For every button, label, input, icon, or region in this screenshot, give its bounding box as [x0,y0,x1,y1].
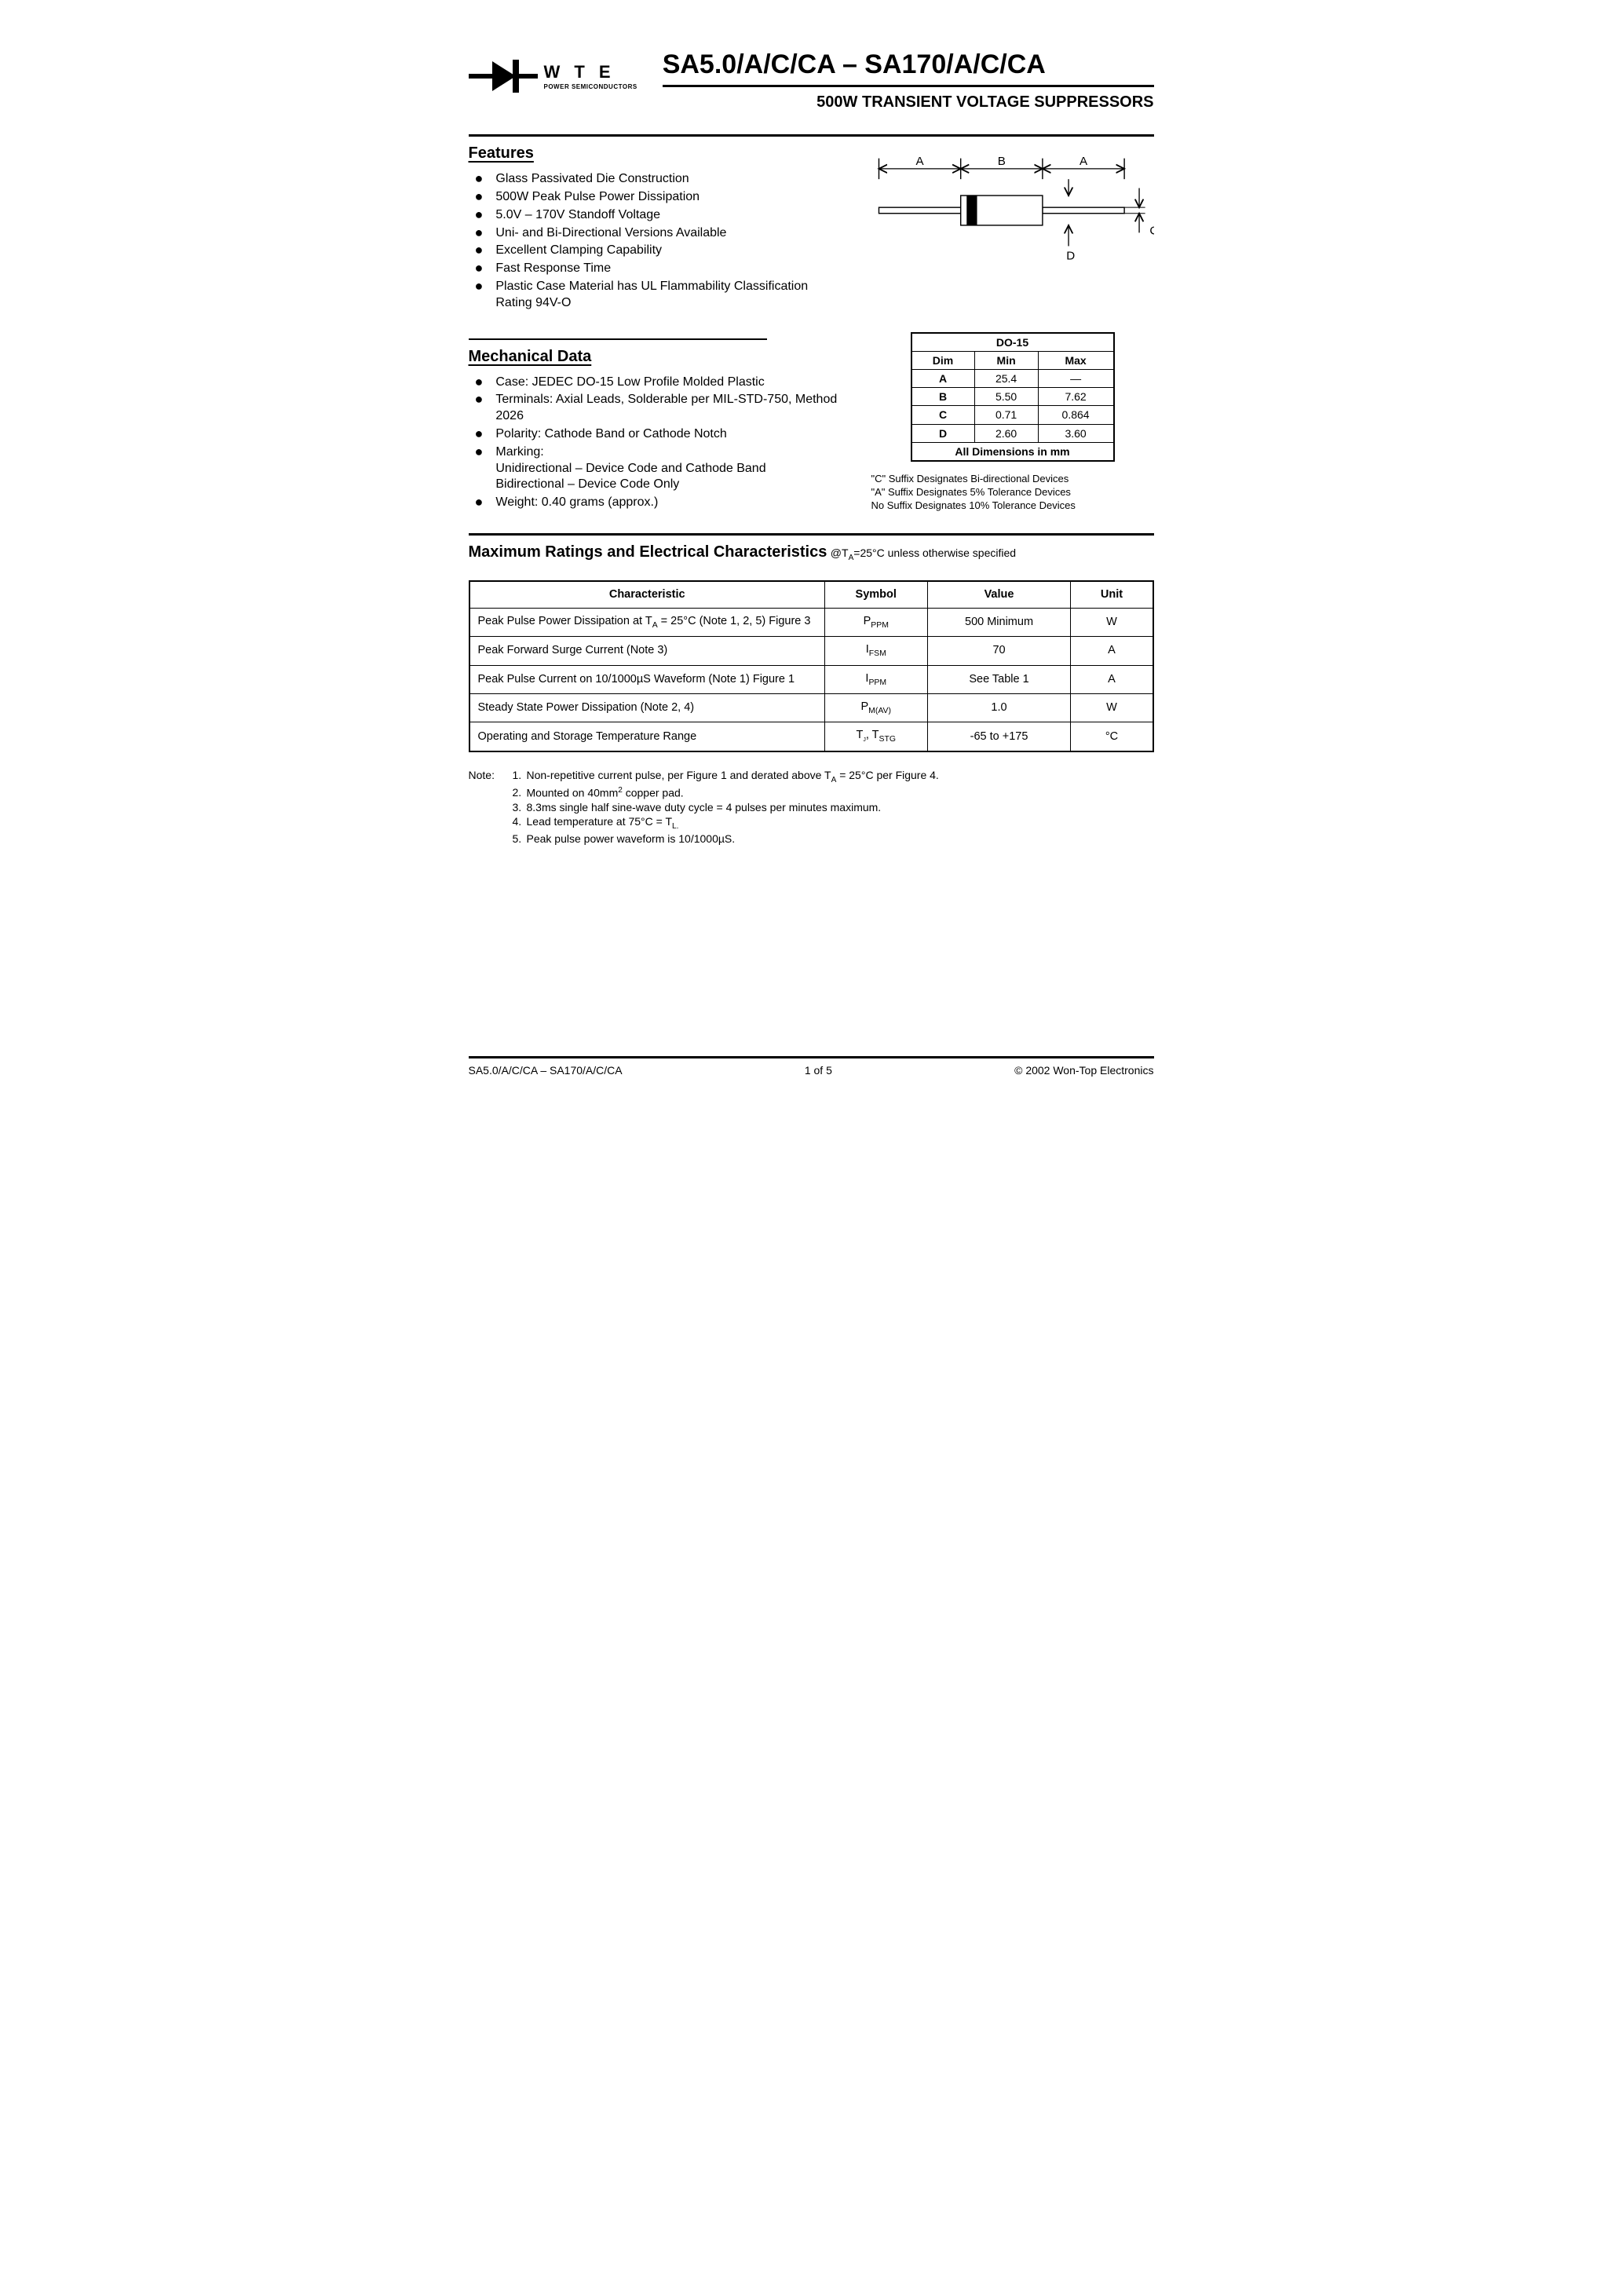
footer-left: SA5.0/A/C/CA – SA170/A/C/CA [469,1063,623,1077]
char-col-characteristic: Characteristic [469,581,825,608]
mechanical-row: Mechanical Data ●Case: JEDEC DO-15 Low P… [469,332,1154,513]
max-ratings-heading: Maximum Ratings and Electrical Character… [469,543,827,561]
table-row: C0.710.864 [911,406,1114,424]
table-row: Operating and Storage Temperature RangeT… [469,722,1153,751]
table-row: Peak Forward Surge Current (Note 3)IFSM7… [469,637,1153,665]
table-row: B5.507.62 [911,388,1114,406]
title-rule [663,85,1154,87]
max-ratings-condition: @TA=25°C unless otherwise specified [831,547,1016,559]
max-ratings-heading-row: Maximum Ratings and Electrical Character… [469,542,1154,563]
dim-table-footer: All Dimensions in mm [911,442,1114,461]
list-item: ●Marking:Unidirectional – Device Code an… [475,444,840,493]
note-line: Note:1.Non-repetitive current pulse, per… [469,768,1154,785]
dim-label-a2: A [1079,155,1087,168]
package-diagram: A B A C D [871,143,1154,276]
mech-rule [469,338,767,340]
list-item: ●5.0V – 170V Standoff Voltage [475,207,840,224]
table-row: A25.4— [911,369,1114,387]
table-row: Peak Pulse Current on 10/1000µS Waveform… [469,665,1153,693]
list-item: ●Excellent Clamping Capability [475,243,840,259]
note-line: 2.Mounted on 40mm2 copper pad. [469,785,1154,800]
footer-center: 1 of 5 [805,1063,832,1077]
logo-text: W T E [544,61,616,84]
logo: W T E POWER SEMICONDUCTORS [469,47,637,96]
list-item: ●Terminals: Axial Leads, Solderable per … [475,392,840,425]
dim-label-d: D [1066,250,1075,263]
char-col-symbol: Symbol [824,581,927,608]
dim-label-a: A [915,155,924,168]
table-row: D2.603.60 [911,424,1114,442]
note-line: 5.Peak pulse power waveform is 10/1000µS… [469,832,1154,846]
suffix-note-line: "C" Suffix Designates Bi-directional Dev… [871,473,1154,486]
list-item: ●Plastic Case Material has UL Flammabili… [475,279,840,312]
do15-diagram-icon: A B A C D [871,143,1154,276]
section-divider [469,533,1154,536]
note-line: 3.8.3ms single half sine-wave duty cycle… [469,800,1154,814]
features-list: ●Glass Passivated Die Construction●500W … [469,171,840,311]
section-divider [469,134,1154,137]
table-row: Peak Pulse Power Dissipation at TA = 25°… [469,608,1153,636]
list-item: ●Uni- and Bi-Directional Versions Availa… [475,225,840,242]
note-line: 4.Lead temperature at 75°C = TL. [469,814,1154,832]
footer-right: © 2002 Won-Top Electronics [1014,1063,1153,1077]
logo-subtext: POWER SEMICONDUCTORS [544,83,637,91]
dim-col-min: Min [974,351,1038,369]
suffix-note-line: "A" Suffix Designates 5% Tolerance Devic… [871,486,1154,499]
char-col-value: Value [927,581,1071,608]
suffix-note-line: No Suffix Designates 10% Tolerance Devic… [871,499,1154,513]
list-item: ●Glass Passivated Die Construction [475,171,840,188]
suffix-notes: "C" Suffix Designates Bi-directional Dev… [871,473,1154,513]
mechanical-list: ●Case: JEDEC DO-15 Low Profile Molded Pl… [469,375,840,511]
list-item: ●Weight: 0.40 grams (approx.) [475,495,840,511]
dim-label-b: B [997,155,1005,168]
list-item: ●Fast Response Time [475,261,840,277]
char-col-unit: Unit [1071,581,1153,608]
dim-table-title: DO-15 [911,333,1114,352]
page-footer: SA5.0/A/C/CA – SA170/A/C/CA 1 of 5 © 200… [469,1063,1154,1077]
title-block: SA5.0/A/C/CA – SA170/A/C/CA 500W TRANSIE… [663,47,1154,112]
features-row: Features ●Glass Passivated Die Construct… [469,143,1154,313]
features-heading: Features [469,143,840,163]
header: W T E POWER SEMICONDUCTORS SA5.0/A/C/CA … [469,47,1154,112]
page-title: SA5.0/A/C/CA – SA170/A/C/CA [663,47,1154,82]
mechanical-heading: Mechanical Data [469,346,840,367]
dimension-table: DO-15 Dim Min Max A25.4—B5.507.62C0.710.… [911,332,1115,462]
list-item: ●500W Peak Pulse Power Dissipation [475,189,840,206]
list-item: ●Polarity: Cathode Band or Cathode Notch [475,426,840,443]
diode-logo-icon [469,57,538,96]
footer-rule [469,1056,1154,1058]
notes-block: Note:1.Non-repetitive current pulse, per… [469,768,1154,846]
characteristics-table: Characteristic Symbol Value Unit Peak Pu… [469,580,1154,752]
list-item: ●Case: JEDEC DO-15 Low Profile Molded Pl… [475,375,840,391]
page-subtitle: 500W TRANSIENT VOLTAGE SUPPRESSORS [663,92,1154,112]
dim-col-dim: Dim [911,351,975,369]
dim-col-max: Max [1038,351,1113,369]
table-row: Steady State Power Dissipation (Note 2, … [469,694,1153,722]
dim-label-c: C [1149,224,1154,237]
